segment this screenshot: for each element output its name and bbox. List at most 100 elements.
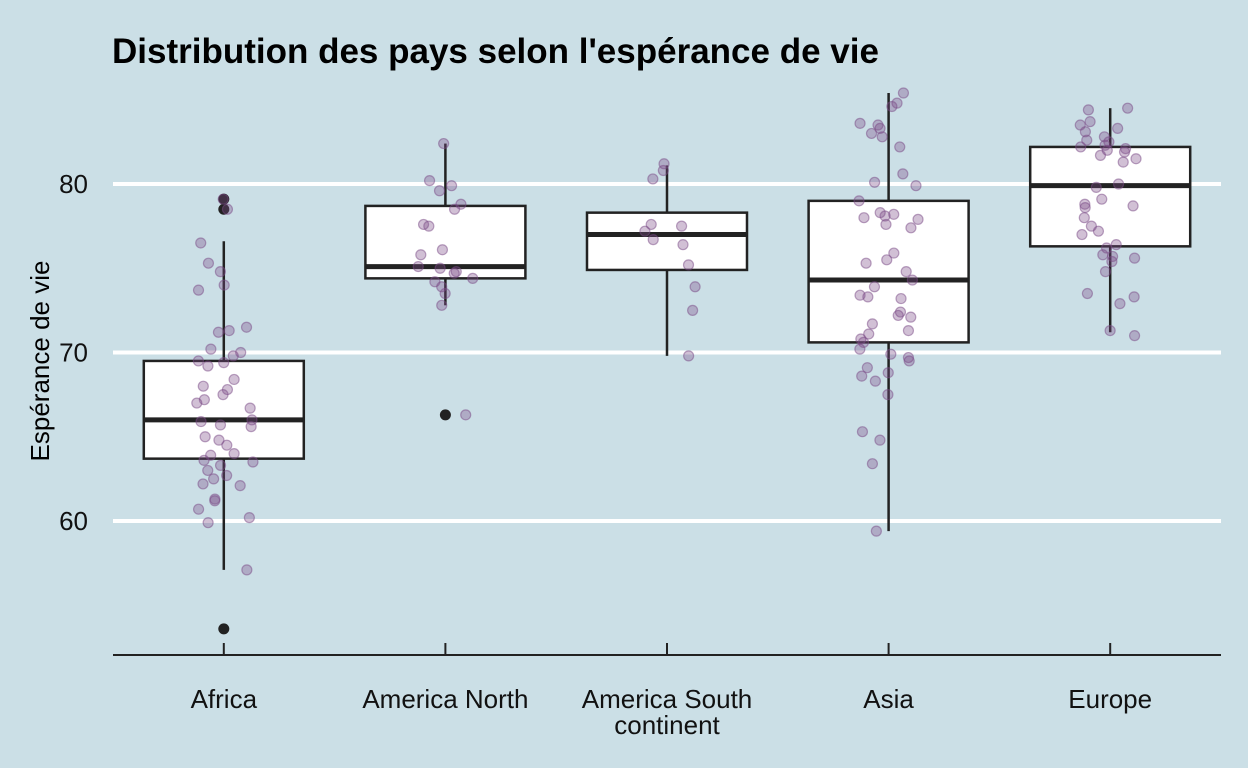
data-point — [1078, 212, 1090, 224]
box-group — [1028, 108, 1192, 333]
data-point — [214, 459, 227, 471]
x-tick-label: America North — [362, 684, 528, 714]
data-point — [1114, 298, 1126, 310]
data-point — [862, 291, 874, 303]
y-tick-label: 70 — [59, 338, 88, 368]
data-point — [202, 257, 215, 269]
data-point — [208, 473, 220, 485]
data-point — [433, 185, 446, 197]
data-point — [1106, 255, 1118, 268]
data-point — [223, 324, 235, 337]
outlier-point — [439, 409, 451, 421]
data-point — [436, 244, 449, 256]
box — [1028, 145, 1192, 248]
data-point — [905, 222, 917, 234]
data-point — [202, 360, 214, 372]
data-point — [214, 266, 226, 278]
data-point — [434, 262, 446, 274]
data-point — [213, 434, 225, 446]
data-point — [861, 362, 873, 374]
box-group — [807, 93, 970, 532]
data-point — [689, 281, 701, 293]
data-point — [1110, 239, 1122, 251]
data-point — [467, 272, 479, 284]
data-point — [221, 439, 233, 451]
data-point — [1094, 149, 1107, 161]
data-point — [198, 454, 210, 466]
data-point — [880, 218, 892, 231]
data-point — [683, 350, 695, 362]
x-tick-labels: Africa America North America Southcontinen… — [191, 643, 1152, 740]
data-point — [881, 254, 893, 266]
outlier-point — [218, 623, 230, 635]
data-point — [888, 247, 900, 259]
data-point — [436, 281, 448, 293]
y-axis-label: Espérance de vie — [25, 261, 55, 462]
data-point — [436, 299, 448, 311]
data-point — [912, 213, 924, 225]
data-point — [876, 131, 888, 143]
data-point — [647, 173, 659, 185]
data-point — [192, 503, 205, 515]
y-tick-label: 60 — [59, 506, 88, 536]
data-point — [192, 355, 204, 367]
data-point — [1128, 252, 1141, 264]
data-point — [1128, 291, 1140, 303]
data-point — [1082, 104, 1094, 116]
data-point — [863, 328, 875, 340]
data-point — [1099, 266, 1112, 278]
data-point — [1128, 330, 1141, 342]
data-point — [869, 176, 881, 188]
x-tick-label: Europe — [1068, 684, 1152, 714]
data-point — [1081, 287, 1094, 300]
data-point — [217, 193, 229, 205]
data-point — [879, 210, 891, 222]
data-point — [895, 292, 907, 305]
data-point — [243, 512, 255, 524]
data-point — [888, 208, 900, 220]
data-point — [415, 249, 427, 261]
data-point — [906, 274, 918, 286]
x-tick-label: Asia — [863, 684, 914, 714]
data-point — [241, 564, 253, 576]
data-point — [228, 448, 240, 460]
data-point — [1076, 228, 1088, 241]
data-point — [1112, 122, 1124, 134]
data-point — [199, 431, 211, 443]
data-point — [897, 168, 909, 180]
data-point — [244, 402, 256, 414]
data-point — [1104, 324, 1116, 337]
data-point — [221, 203, 234, 215]
data-point — [645, 218, 657, 231]
data-point — [245, 421, 257, 433]
data-point — [218, 279, 230, 291]
data-point — [857, 336, 870, 348]
data-point — [202, 464, 214, 477]
x-tick-label: continent — [614, 710, 720, 740]
data-point — [1130, 153, 1142, 165]
data-point — [677, 239, 689, 251]
data-point — [228, 373, 240, 386]
y-tick-label: 80 — [59, 169, 88, 199]
outlier-point — [218, 193, 230, 205]
data-point — [240, 321, 253, 333]
data-point — [1122, 102, 1134, 114]
data-point — [197, 380, 209, 392]
data-point — [854, 343, 866, 355]
data-point — [1084, 116, 1096, 128]
data-point — [448, 267, 460, 279]
data-point — [854, 117, 866, 129]
data-point — [647, 234, 659, 246]
data-point — [195, 237, 207, 249]
box — [807, 199, 970, 344]
data-point — [438, 137, 450, 150]
data-point — [897, 87, 910, 99]
data-point — [856, 426, 869, 438]
data-point — [675, 220, 688, 232]
data-point — [423, 175, 436, 187]
box-group — [364, 143, 527, 421]
data-point — [1118, 146, 1131, 158]
data-point — [868, 281, 881, 293]
jitter-points — [191, 87, 1142, 576]
